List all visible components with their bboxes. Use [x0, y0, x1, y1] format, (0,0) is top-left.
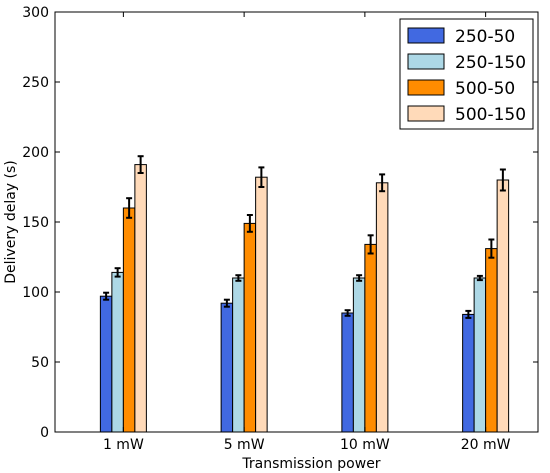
- legend-label: 250-150: [455, 53, 526, 73]
- bar-500-150-1mW: [134, 164, 147, 433]
- y-tick-label: 300: [22, 5, 49, 21]
- legend-label: 250-50: [455, 27, 515, 47]
- legend-swatch: [407, 53, 445, 70]
- y-tick-label: 200: [22, 145, 49, 161]
- bar-250-150-5mW: [232, 277, 245, 433]
- legend-label: 500-50: [455, 79, 515, 99]
- bar-250-50-5mW: [220, 302, 234, 433]
- bar-500-50-5mW: [243, 222, 257, 433]
- bars-layer: [99, 164, 510, 433]
- bar-250-150-20mW: [473, 277, 487, 433]
- bar-500-50-1mW: [122, 207, 136, 433]
- legend-swatch: [407, 79, 445, 96]
- bar-250-50-1mW: [99, 295, 113, 433]
- y-axis-label: Delivery delay (s): [3, 160, 19, 283]
- y-tick-label: 50: [31, 355, 49, 371]
- bar-250-50-10mW: [341, 312, 354, 433]
- legend-swatch: [407, 105, 445, 122]
- bar-250-150-1mW: [111, 271, 124, 433]
- y-tick-label: 100: [22, 285, 49, 301]
- x-tick-label: 1 mW: [103, 437, 144, 453]
- x-tick-label: 5 mW: [224, 437, 265, 453]
- bar-500-50-20mW: [485, 248, 498, 433]
- bar-250-150-10mW: [352, 277, 366, 433]
- legend: 250-50 250-150 500-50 500-150: [399, 18, 534, 130]
- y-tick-label: 250: [22, 75, 49, 91]
- bar-500-150-20mW: [496, 179, 510, 433]
- legend-label: 500-150: [455, 105, 526, 125]
- x-tick-label: 10 mW: [340, 437, 390, 453]
- y-tick-label: 0: [40, 425, 49, 441]
- legend-swatch: [407, 27, 445, 44]
- bar-250-50-20mW: [462, 313, 475, 433]
- x-axis: 1 mW 5 mW 10 mW 20 mW: [103, 12, 511, 453]
- x-tick-label: 20 mW: [461, 437, 511, 453]
- x-axis-label: Transmission power: [241, 456, 380, 472]
- y-axis: 0 50 100 150 200 250 300: [22, 5, 538, 441]
- error-bars-layer: [103, 155, 506, 319]
- bar-500-150-5mW: [255, 176, 268, 433]
- bar-500-150-10mW: [375, 182, 389, 433]
- y-tick-label: 150: [22, 215, 49, 231]
- bar-500-50-10mW: [364, 243, 377, 433]
